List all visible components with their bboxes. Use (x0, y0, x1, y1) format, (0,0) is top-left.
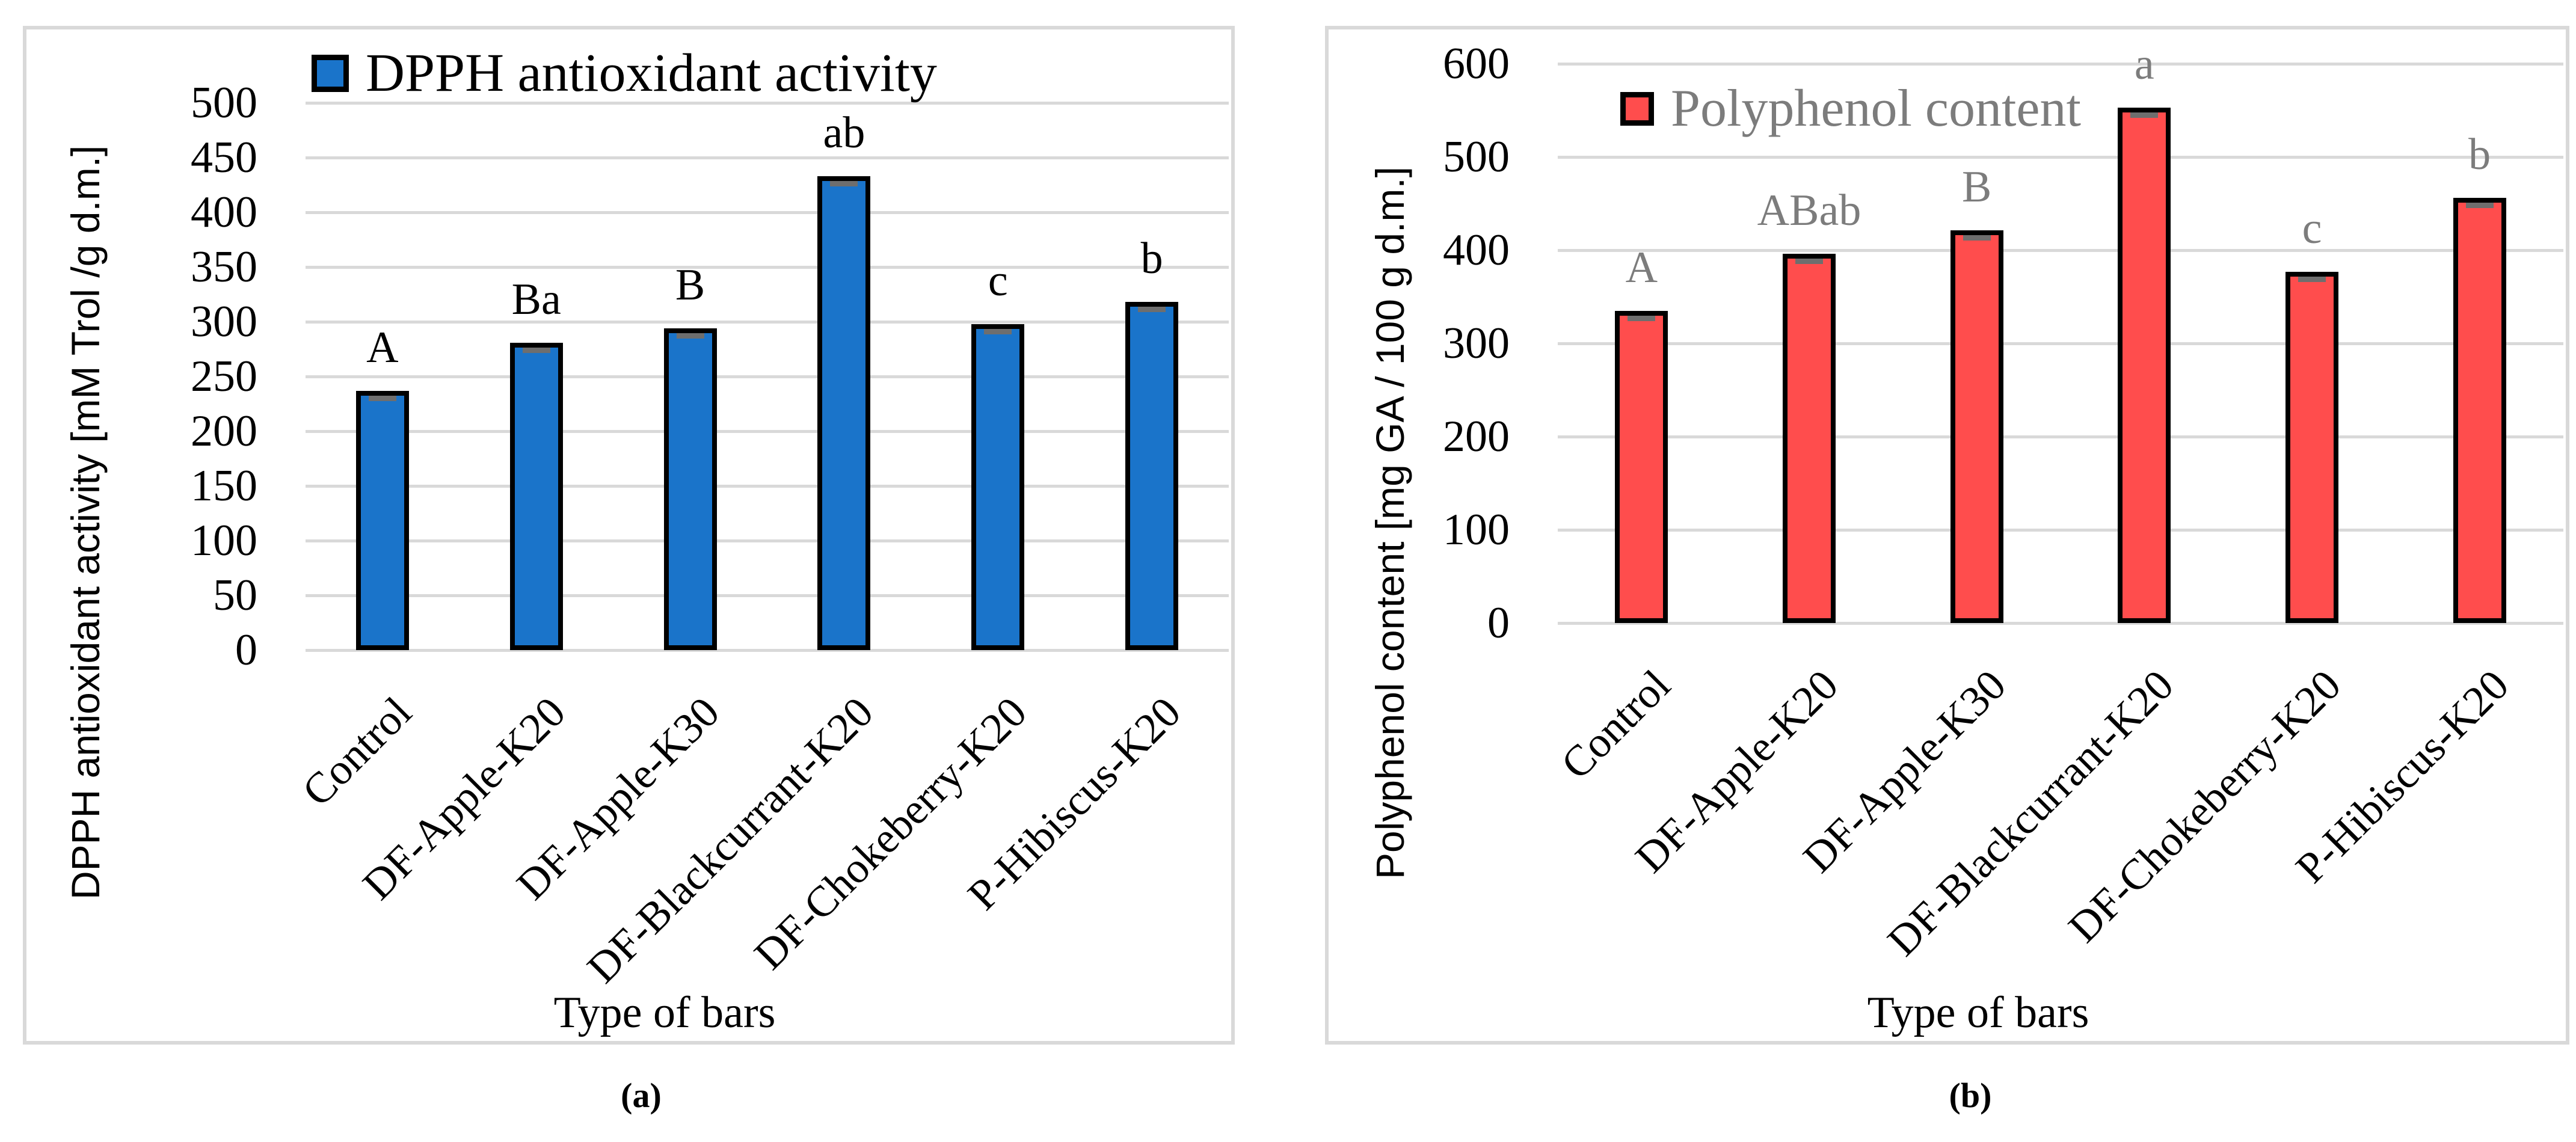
bar-df-blackcurrant-k20 (2118, 107, 2171, 623)
bar-control (355, 390, 409, 650)
y-tick-label: 500 (191, 78, 257, 127)
y-tick-label: 400 (1443, 226, 1510, 275)
gridline (1558, 622, 2563, 625)
y-tick-label: 100 (191, 516, 257, 565)
y-tick-label: 250 (191, 352, 257, 401)
y-tick-label: 0 (235, 625, 257, 675)
gridline (306, 539, 1229, 542)
y-tick-label: 600 (1443, 39, 1510, 88)
gridline (1558, 63, 2563, 66)
bar-p-hibiscus-k20 (1125, 302, 1179, 650)
significance-letter-df-apple-k30: B (1961, 162, 1992, 212)
gridline (306, 485, 1229, 488)
bar-df-chokeberry-k20 (971, 324, 1025, 650)
bar-df-apple-k20 (1783, 254, 1836, 623)
error-bar-cap (2130, 112, 2159, 118)
x-tick-label-control: Control (293, 687, 421, 815)
bar-df-apple-k30 (663, 328, 717, 650)
legend-b: Polyphenol content (1620, 82, 2081, 135)
gridline (306, 649, 1229, 652)
x-tick-label-control: Control (1552, 660, 1680, 788)
caption-a: (a) (621, 1076, 662, 1115)
y-tick-label: 200 (191, 407, 257, 456)
gridline (1558, 529, 2563, 532)
error-bar-cap (1628, 315, 1656, 321)
error-bar-cap (1138, 307, 1166, 313)
x-axis-title-a: Type of bars (553, 988, 776, 1037)
caption-b: (b) (1949, 1076, 1992, 1115)
y-axis-title-a: DPPH antioxidant activity [mM Trol /g d.… (63, 145, 108, 900)
gridline (1558, 342, 2563, 345)
significance-letter-p-hibiscus-k20: b (1140, 234, 1163, 284)
significance-letter-df-apple-k20: Ba (511, 274, 561, 324)
gridline (306, 156, 1229, 159)
significance-letter-df-apple-k20: ABab (1757, 186, 1861, 236)
error-bar-cap (984, 328, 1012, 334)
y-tick-label: 400 (191, 188, 257, 237)
error-bar-cap (368, 395, 396, 401)
y-tick-label: 150 (191, 461, 257, 511)
legend-swatch-b (1620, 92, 1654, 126)
y-tick-label: 50 (213, 571, 257, 620)
x-tick-label-df-blackcurrant-k20: DF-Blackcurrant-K20 (577, 687, 882, 992)
significance-letter-df-blackcurrant-k20: a (2134, 39, 2154, 89)
bar-df-chokeberry-k20 (2286, 271, 2338, 623)
y-axis-title-b: Polyphenol content [mg GA / 100 g d.m.] (1368, 166, 1412, 879)
bar-df-blackcurrant-k20 (817, 176, 871, 650)
significance-letter-df-blackcurrant-k20: ab (823, 108, 865, 158)
error-bar-cap (830, 180, 858, 186)
legend-a: DPPH antioxidant activity (312, 46, 937, 100)
y-tick-label: 350 (191, 242, 257, 292)
chart-panel-b: 0 100 200 300 400 500 600 A Control ABab DF-Apple-… (1325, 26, 2569, 1045)
gridline (306, 321, 1229, 324)
bar-df-apple-k20 (509, 342, 563, 650)
bar-p-hibiscus-k20 (2453, 198, 2506, 623)
significance-letter-control: A (366, 322, 399, 372)
error-bar-cap (2465, 203, 2494, 209)
gridline (306, 594, 1229, 597)
bar-control (1615, 310, 1668, 623)
gridline (1558, 249, 2563, 252)
gridline (306, 266, 1229, 269)
x-tick-label-df-blackcurrant-k20: DF-Blackcurrant-K20 (1878, 660, 2183, 965)
error-bar-cap (1963, 235, 1991, 241)
significance-letter-df-chokeberry-k20: c (2302, 203, 2322, 253)
x-tick-label-df-chokeberry-k20: DF-Chokeberry-K20 (745, 687, 1036, 979)
y-tick-label: 0 (1487, 598, 1510, 648)
significance-letter-control: A (1625, 242, 1658, 292)
chart-panel-a: 0 50 100 150 200 250 300 350 400 450 500 A Control Ba… (23, 26, 1235, 1045)
gridline (306, 375, 1229, 378)
y-tick-label: 200 (1443, 412, 1510, 461)
gridline (1558, 156, 2563, 159)
error-bar-cap (1795, 259, 1823, 265)
gridline (306, 211, 1229, 214)
significance-letter-p-hibiscus-k20: b (2468, 130, 2491, 180)
gridline (306, 430, 1229, 433)
bar-df-apple-k30 (1950, 230, 2003, 623)
gridline (1558, 435, 2563, 438)
y-tick-label: 450 (191, 133, 257, 182)
legend-label-b: Polyphenol content (1671, 79, 2081, 138)
x-tick-label-df-chokeberry-k20: DF-Chokeberry-K20 (2059, 660, 2350, 952)
legend-label-a: DPPH antioxidant activity (366, 43, 937, 103)
y-tick-label: 100 (1443, 505, 1510, 554)
error-bar-cap (2298, 276, 2326, 282)
legend-swatch-a (312, 55, 349, 92)
y-tick-label: 300 (191, 297, 257, 346)
significance-letter-df-apple-k30: B (675, 260, 705, 310)
significance-letter-df-chokeberry-k20: c (988, 256, 1008, 305)
y-tick-label: 500 (1443, 132, 1510, 182)
gridline (306, 102, 1229, 105)
x-axis-title-b: Type of bars (1867, 988, 2089, 1037)
error-bar-cap (676, 333, 704, 339)
error-bar-cap (522, 347, 550, 353)
y-tick-label: 300 (1443, 319, 1510, 368)
